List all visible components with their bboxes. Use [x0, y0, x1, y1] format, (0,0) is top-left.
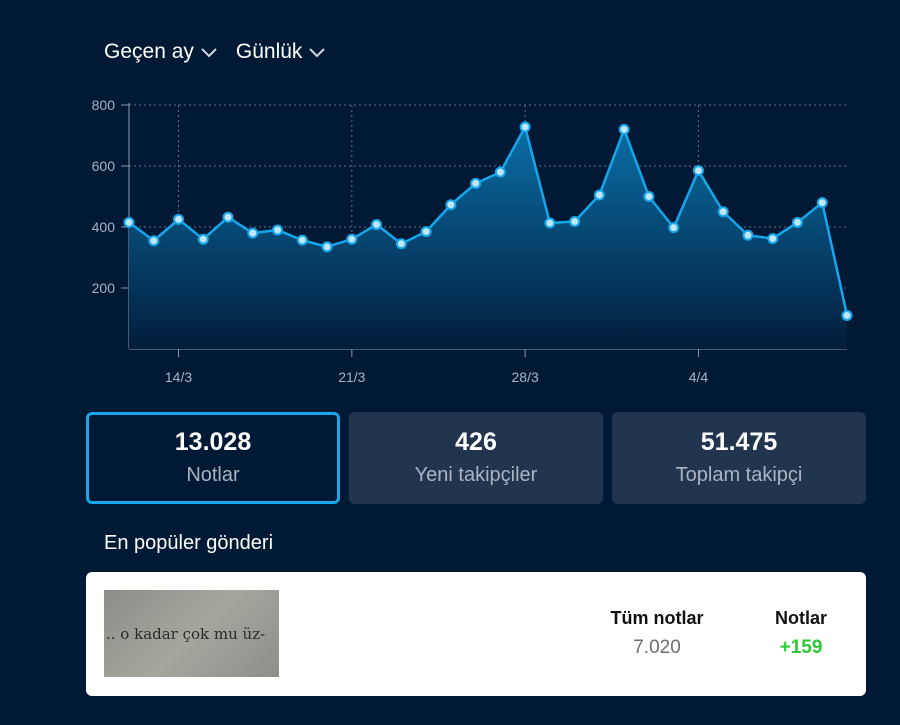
data-point[interactable] — [197, 233, 209, 245]
data-point[interactable] — [519, 121, 531, 133]
data-point[interactable] — [717, 206, 729, 218]
data-point[interactable] — [346, 233, 358, 245]
granularity-dropdown[interactable]: Günlük — [236, 40, 327, 64]
stat-label: Notlar — [186, 464, 240, 486]
data-point[interactable] — [173, 213, 185, 225]
stat-value: 426 — [455, 428, 497, 456]
stat-card-notes[interactable]: 13.028 Notlar — [86, 412, 340, 504]
data-point[interactable] — [494, 166, 506, 178]
data-point[interactable] — [816, 197, 828, 209]
data-point[interactable] — [371, 219, 383, 231]
data-point[interactable] — [395, 238, 407, 250]
y-tick-label: 400 — [92, 219, 116, 235]
filter-bar: Geçen ay Günlük — [104, 40, 326, 64]
x-tick-label: 28/3 — [512, 369, 539, 385]
data-point[interactable] — [841, 309, 853, 321]
series-area — [129, 126, 847, 350]
y-tick-label: 800 — [92, 97, 116, 113]
stat-card-new-followers[interactable]: 426 Yeni takipçiler — [349, 412, 603, 504]
chevron-down-icon — [309, 48, 326, 58]
notes-metric: Notlar +159 — [756, 608, 846, 659]
y-tick-label: 600 — [92, 158, 116, 174]
granularity-dropdown-label: Günlük — [235, 40, 303, 63]
popular-post-card[interactable]: .. o kadar çok mu üz- Tüm notlar 7.020 N… — [86, 572, 866, 696]
notes-value: +159 — [779, 637, 823, 658]
thumbnail-text: .. o kadar çok mu üz- — [106, 624, 266, 643]
data-point[interactable] — [767, 233, 779, 245]
data-point[interactable] — [123, 216, 135, 228]
stats-row: 13.028 Notlar 426 Yeni takipçiler 51.475… — [86, 412, 866, 504]
data-point[interactable] — [544, 217, 556, 229]
data-point[interactable] — [791, 216, 803, 228]
data-point[interactable] — [247, 227, 259, 239]
x-tick-label: 14/3 — [165, 369, 192, 385]
stat-label: Yeni takipçiler — [414, 464, 538, 486]
data-point[interactable] — [321, 241, 333, 253]
stat-value: 13.028 — [174, 428, 252, 456]
data-point[interactable] — [593, 189, 605, 201]
period-dropdown-label: Geçen ay — [104, 40, 194, 63]
y-tick-label: 200 — [92, 280, 116, 296]
total-notes-value: 7.020 — [633, 637, 681, 658]
stat-value: 51.475 — [700, 428, 778, 456]
data-point[interactable] — [470, 177, 482, 189]
period-dropdown[interactable]: Geçen ay — [104, 40, 218, 64]
x-tick-label: 4/4 — [689, 369, 709, 385]
data-point[interactable] — [445, 199, 457, 211]
chart-series — [123, 121, 853, 350]
data-point[interactable] — [618, 123, 630, 135]
data-point[interactable] — [272, 224, 284, 236]
data-point[interactable] — [569, 216, 581, 228]
data-point[interactable] — [420, 226, 432, 238]
notes-chart: 200 400 600 800 14/3 21/3 28/3 4/4 — [92, 97, 853, 385]
x-tick-label: 21/3 — [338, 369, 365, 385]
stat-card-total-followers[interactable]: 51.475 Toplam takipçi — [612, 412, 866, 504]
data-point[interactable] — [668, 222, 680, 234]
stat-label: Toplam takipçi — [675, 464, 803, 486]
post-thumbnail[interactable]: .. o kadar çok mu üz- — [104, 590, 279, 677]
data-point[interactable] — [296, 234, 308, 246]
total-notes-metric: Tüm notlar 7.020 — [591, 608, 723, 659]
chart-tick-labels: 200 400 600 800 14/3 21/3 28/3 4/4 — [92, 97, 709, 385]
section-title: En popüler gönderi — [104, 532, 274, 554]
data-point[interactable] — [692, 165, 704, 177]
notes-label: Notlar — [774, 608, 827, 628]
chevron-down-icon — [201, 48, 217, 58]
total-notes-label: Tüm notlar — [610, 608, 704, 628]
data-point[interactable] — [742, 229, 754, 241]
data-point[interactable] — [222, 211, 234, 223]
data-point[interactable] — [643, 191, 655, 202]
data-point[interactable] — [148, 235, 160, 247]
